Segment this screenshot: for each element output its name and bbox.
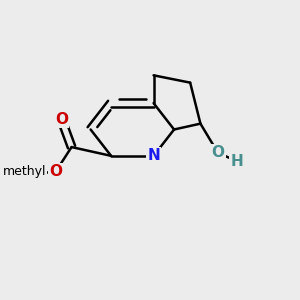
Text: methyl: methyl <box>3 166 46 178</box>
Text: O: O <box>55 112 68 127</box>
Text: N: N <box>147 148 160 164</box>
Text: O: O <box>212 146 224 160</box>
Text: O: O <box>49 164 62 179</box>
Text: H: H <box>231 154 243 169</box>
